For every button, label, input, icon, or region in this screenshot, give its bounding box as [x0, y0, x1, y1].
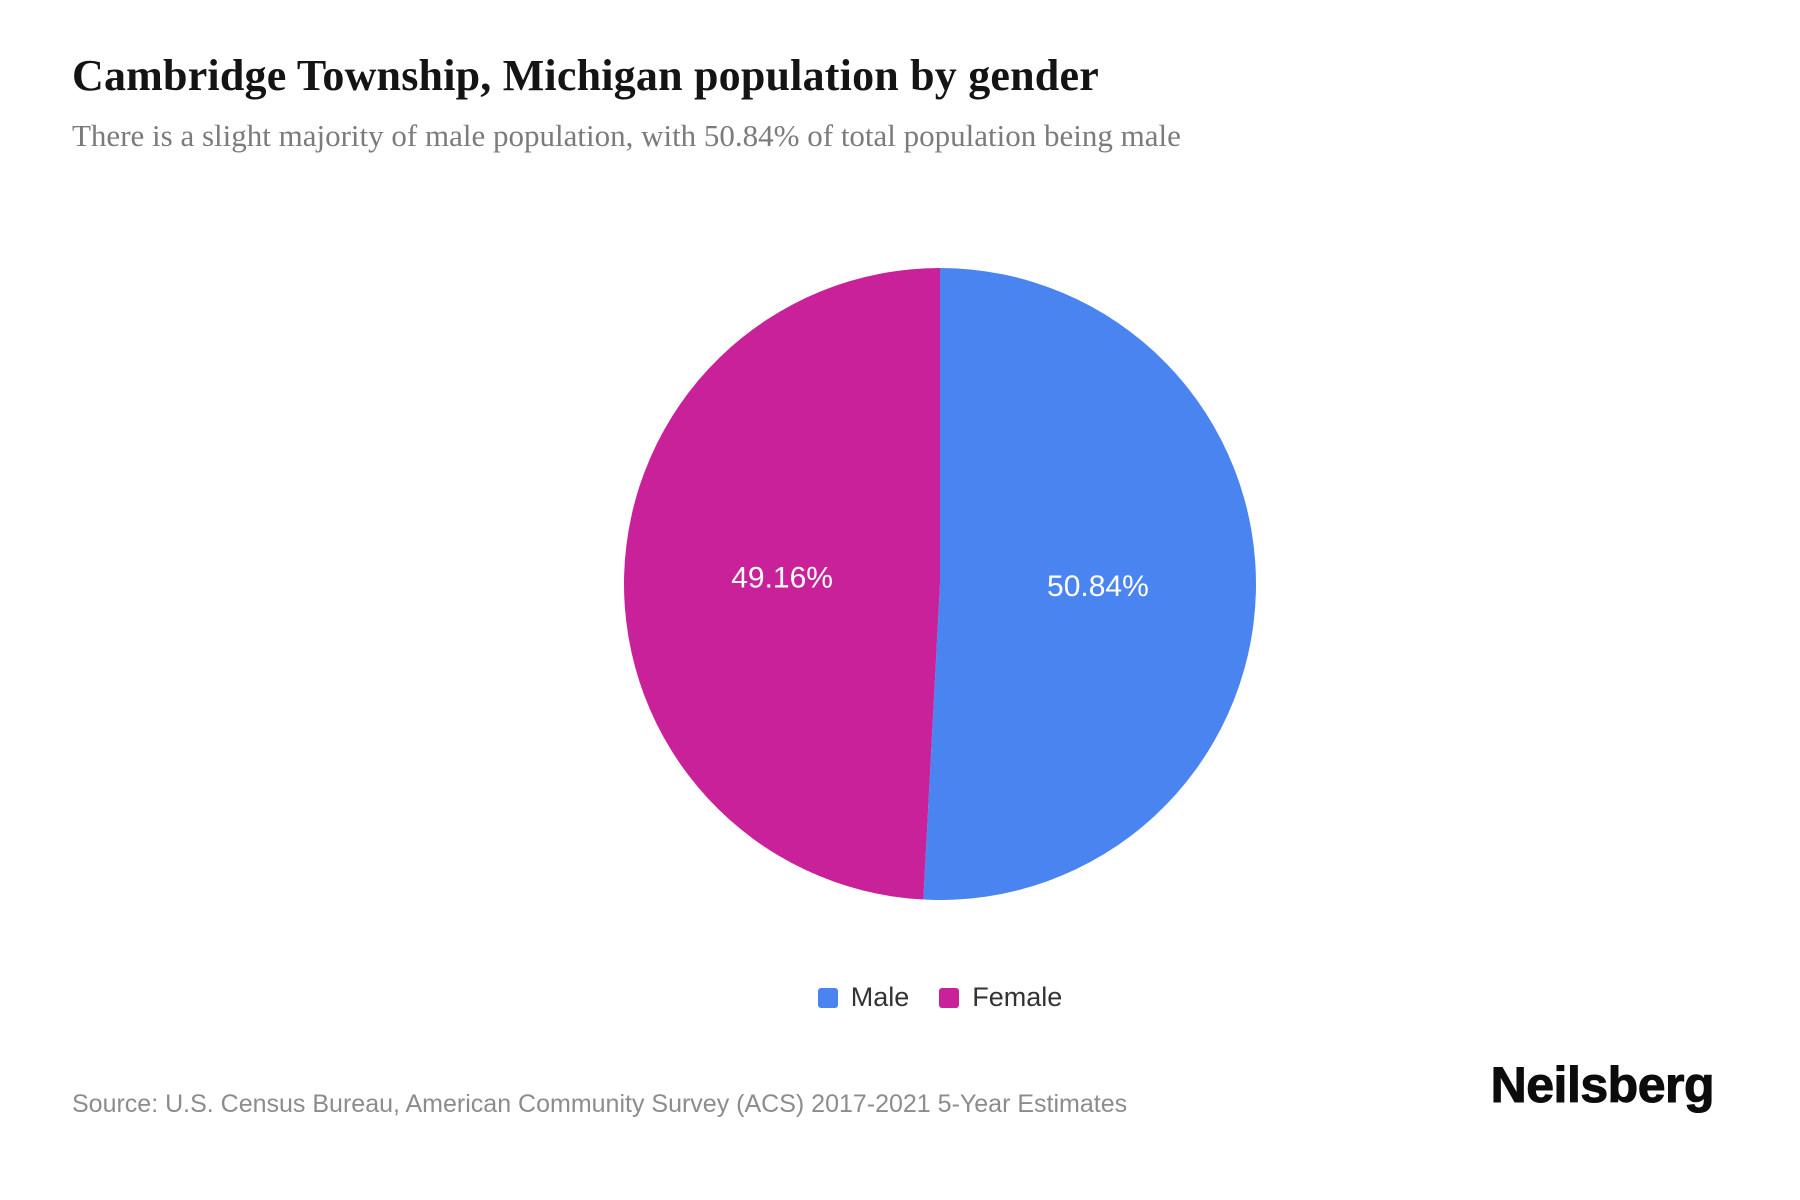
source-text: Source: U.S. Census Bureau, American Com… [72, 1090, 1128, 1118]
legend-swatch-male [817, 987, 838, 1008]
legend-label-male: Male [850, 982, 910, 1012]
slice-label-female: 49.16% [731, 562, 833, 595]
slice-label-male: 50.84% [1047, 570, 1149, 603]
legend-swatch-female [939, 987, 960, 1008]
legend-item-female[interactable]: Female [939, 982, 1062, 1013]
pie-slice-female[interactable] [623, 268, 940, 900]
pie-chart: 50.84% 49.16% [590, 234, 1290, 934]
chart-subtitle: There is a slight majority of male popul… [72, 118, 1181, 153]
legend-item-male[interactable]: Male [817, 982, 910, 1013]
pie-chart-svg: 50.84% 49.16% [623, 268, 1256, 900]
neilsberg-logo: Neilsberg [1490, 1057, 1715, 1114]
chart-legend: Male Female [590, 982, 1290, 1013]
chart-title: Cambridge Township, Michigan population … [72, 51, 1099, 100]
legend-label-female: Female [972, 982, 1063, 1012]
pie-slice-male[interactable] [923, 268, 1256, 900]
